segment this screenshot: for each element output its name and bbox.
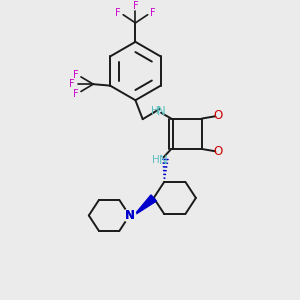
Text: F: F — [133, 1, 138, 11]
Text: N: N — [124, 209, 134, 222]
Text: F: F — [73, 89, 79, 99]
Text: N: N — [124, 209, 134, 222]
Circle shape — [124, 210, 135, 221]
Text: O: O — [213, 146, 222, 158]
Text: O: O — [213, 109, 222, 122]
Polygon shape — [134, 195, 156, 215]
Text: F: F — [69, 79, 74, 89]
Text: H: H — [152, 155, 160, 165]
Text: N: N — [159, 154, 167, 166]
Text: N: N — [157, 105, 166, 118]
Circle shape — [123, 209, 136, 222]
Text: F: F — [73, 70, 79, 80]
Text: F: F — [115, 8, 121, 18]
Text: H: H — [151, 106, 158, 116]
Text: F: F — [150, 8, 156, 18]
